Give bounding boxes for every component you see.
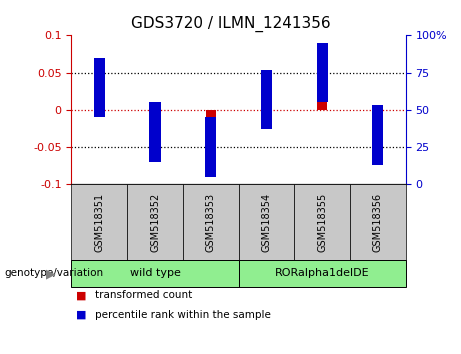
Text: GSM518352: GSM518352 <box>150 193 160 252</box>
Text: GSM518351: GSM518351 <box>95 193 104 252</box>
Text: GDS3720 / ILMN_1241356: GDS3720 / ILMN_1241356 <box>130 16 331 32</box>
Bar <box>373 110 383 123</box>
Text: GSM518355: GSM518355 <box>317 193 327 252</box>
Text: wild type: wild type <box>130 268 180 279</box>
Text: ▶: ▶ <box>46 267 55 280</box>
Text: percentile rank within the sample: percentile rank within the sample <box>95 310 271 320</box>
Text: GSM518356: GSM518356 <box>373 193 383 252</box>
Bar <box>149 102 160 162</box>
Bar <box>95 93 104 110</box>
Bar <box>261 78 272 110</box>
Text: GSM518353: GSM518353 <box>206 193 216 252</box>
Text: ■: ■ <box>76 290 87 300</box>
Bar <box>94 58 105 117</box>
Bar <box>205 117 216 177</box>
Text: transformed count: transformed count <box>95 290 192 300</box>
Bar <box>261 70 272 129</box>
Bar <box>317 43 328 102</box>
Bar <box>372 105 384 165</box>
Text: GSM518354: GSM518354 <box>261 193 272 252</box>
Text: ■: ■ <box>76 310 87 320</box>
Bar <box>206 110 216 148</box>
Bar <box>150 110 160 147</box>
Bar <box>317 44 327 110</box>
Text: RORalpha1delDE: RORalpha1delDE <box>275 268 369 279</box>
Text: genotype/variation: genotype/variation <box>5 268 104 279</box>
